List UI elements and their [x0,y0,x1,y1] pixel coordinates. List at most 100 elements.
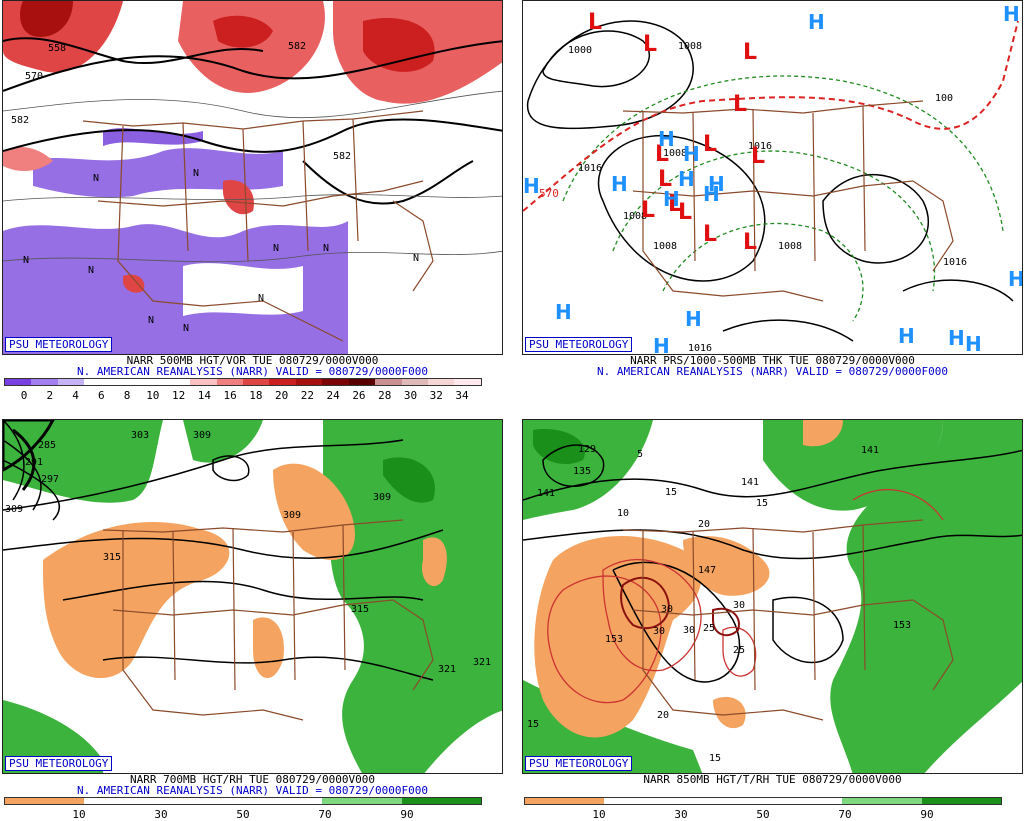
map-caption: NARR 850MB HGT/T/RH TUE 080729/0000V000 [643,773,902,786]
color-scale-tick: 34 [455,389,469,402]
contour-label: 285 [38,440,56,451]
svg-text:L: L [703,222,717,247]
contour-label: 10 [617,508,629,519]
low-pressure-markers: LL L LL L LLL LL L L [588,10,765,255]
contour-label: 5 [637,449,643,460]
map-850mb-t-rh: 129 135 141 5 10 15 15 141 20 147 141 30… [522,419,1023,774]
map-caption: NARR 500MB HGT/VOR TUE 080729/0000V000 [126,354,379,367]
svg-text:L: L [658,167,672,192]
map-subcaption: N. AMERICAN REANALYSIS (NARR) VALID = 08… [77,784,428,797]
color-scale-swatch [454,379,481,385]
color-scale-swatch [242,798,323,804]
svg-text:L: L [643,32,657,57]
contour-label: 147 [698,565,716,576]
color-scale-swatch [348,379,376,385]
svg-text:H: H [808,10,825,34]
color-scale-tick: 30 [674,808,688,821]
color-scale-swatch [163,379,191,385]
rh700-field: 285 291 297 309 303 309 315 309 315 309 … [3,420,502,773]
map-subcaption: N. AMERICAN REANALYSIS (NARR) VALID = 08… [597,365,948,378]
svg-text:H: H [708,172,725,196]
color-scale-swatch [190,379,217,385]
contour-label: 135 [573,466,591,477]
contour-label: 297 [41,474,59,485]
color-scale-labels: 0 2 4 6 8 10 12 14 16 18 20 22 24 26 28 30 32 34 [4,389,482,402]
svg-text:L: L [703,132,717,157]
contour-label: 153 [605,634,623,645]
color-scale-tick: 32 [429,389,443,402]
color-scale-tick: 18 [249,389,263,402]
color-scale-swatch [295,379,323,385]
vort-marker: N [258,293,264,304]
color-scale-tick: 8 [123,389,131,402]
contour-label: 1008 [653,241,677,252]
color-scale-swatch [269,379,296,385]
color-scale-tick: 70 [318,808,332,821]
contour-label: 315 [103,552,121,563]
vort-marker: N [88,265,94,276]
color-scale-swatch [322,798,402,804]
color-scale-swatch [137,379,164,385]
contour-label: 100 [935,93,953,104]
color-scale-tick: 12 [171,389,186,402]
thickness-label: 570 [539,187,559,200]
color-scale-swatch [428,379,455,385]
contour-label: 25 [733,645,745,656]
svg-text:H: H [663,187,680,211]
color-scale-labels: 10 30 50 70 90 [524,808,1002,821]
color-scale-tick: 16 [223,389,237,402]
color-scale-swatch [842,798,922,804]
svg-text:H: H [611,172,628,196]
contour-label: 558 [48,43,66,54]
color-scale-tick: 50 [756,808,770,821]
psu-meteorology-credit: PSU METEOROLOGY [5,756,113,771]
color-scale-swatch [84,379,111,385]
svg-text:H: H [523,174,540,198]
contour-label: 291 [25,457,43,468]
contour-label: 30 [683,625,695,636]
psu-meteorology-credit: PSU METEOROLOGY [525,337,633,352]
color-scale-tick: 22 [300,389,315,402]
contour-label: 309 [5,504,23,515]
contour-label: 20 [698,519,710,530]
contour-label: 321 [438,664,456,675]
svg-text:H: H [658,127,675,151]
svg-text:L: L [751,144,765,169]
svg-text:H: H [685,307,702,331]
color-scale-tick: 30 [403,389,418,402]
color-scale-swatch [401,379,428,385]
svg-text:L: L [678,200,692,225]
color-scale-swatch [921,798,1001,804]
contour-label: 30 [653,626,665,637]
color-scale-bar [4,378,482,386]
color-scale-tick: 2 [46,389,54,402]
panel-700mb-rh: 285 291 297 309 303 309 315 309 315 309 … [2,419,503,821]
color-scale-tick: 14 [197,389,211,402]
color-scale-tick: 4 [72,389,79,402]
contour-label: 15 [756,498,768,509]
contour-label: 582 [11,115,29,126]
contour-label: 570 [25,71,43,82]
color-scale-bar [524,797,1002,805]
vort-marker: N [148,315,154,326]
contour-label: 129 [578,444,596,455]
svg-text:L: L [655,142,669,167]
svg-text:L: L [733,92,747,117]
map-500mb-vorticity: 558 570 582 582 582 N N N N N N N N N N … [2,0,503,355]
color-scale-swatch [242,379,270,385]
svg-text:H: H [898,324,915,348]
color-scale-swatch [401,798,481,804]
vort-marker: N [23,255,29,266]
panel-850mb-t-rh: 129 135 141 5 10 15 15 141 20 147 141 30… [522,419,1023,821]
svg-text:L: L [668,192,682,217]
color-scale-swatch [163,798,243,804]
svg-text:L: L [743,40,757,65]
contour-label: 1016 [748,141,772,152]
color-scale-tick: 30 [154,808,168,821]
map-pressure-thickness: 1000 1008 1008 1016 1008 1008 1016 1008 … [522,0,1023,355]
map-subcaption: N. AMERICAN REANALYSIS (NARR) VALID = 08… [77,365,428,378]
contour-label: 321 [473,657,491,668]
color-scale-swatch [762,798,843,804]
contour-label: 582 [333,151,351,162]
contour-label: 309 [373,492,391,503]
